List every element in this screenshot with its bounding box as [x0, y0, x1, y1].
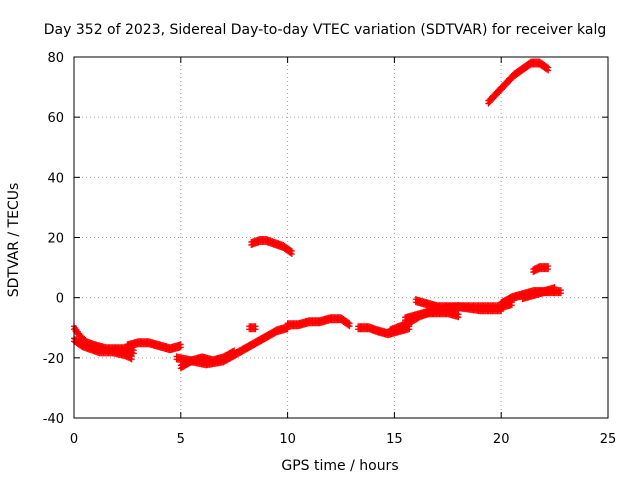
data-point	[288, 251, 295, 258]
x-axis-label: GPS time / hours	[281, 458, 398, 474]
x-tick-label: 0	[70, 432, 78, 447]
y-tick-label: 60	[47, 111, 64, 126]
y-tick-label: -40	[43, 412, 64, 427]
data-point	[406, 326, 413, 333]
chart-title: Day 352 of 2023, Sidereal Day-to-day VTE…	[44, 22, 606, 38]
series-arc-high-1	[248, 236, 295, 258]
series-arc-high-2	[485, 58, 552, 107]
data-point	[508, 302, 515, 309]
data-point	[252, 326, 259, 333]
series-arc-main-12	[519, 287, 565, 303]
x-tick-label: 15	[386, 432, 403, 447]
series-arc-main-9	[402, 308, 462, 324]
series-arc-main-2	[71, 335, 135, 363]
y-tick-label: 40	[47, 171, 64, 186]
data-point	[128, 356, 135, 363]
data-point	[498, 308, 505, 315]
data-point	[545, 67, 552, 74]
series-arc-main-7	[355, 323, 413, 339]
series-arc-short-1	[246, 323, 259, 333]
data-point	[558, 290, 565, 297]
axis-ticks: 0 5 10 15 20 25 -40 -20 0 20 40 60 80	[43, 51, 617, 447]
series-arc-short-2	[530, 263, 552, 276]
y-tick-label: 20	[47, 232, 64, 247]
x-tick-label: 10	[279, 432, 296, 447]
x-tick-label: 5	[177, 432, 185, 447]
data-point	[346, 323, 353, 330]
plot-frame	[73, 56, 609, 419]
data-point	[177, 344, 184, 351]
series-arc-main-5	[173, 323, 291, 369]
y-tick-label: 80	[47, 51, 64, 66]
y-tick-label: -20	[43, 352, 64, 367]
x-tick-label: 25	[600, 432, 617, 447]
series-arc-main-3	[124, 338, 184, 354]
data-point	[130, 350, 137, 357]
x-tick-label: 20	[493, 432, 510, 447]
series-arc-main-6	[284, 314, 353, 330]
series-arc-main-10	[412, 296, 505, 315]
data-point	[455, 314, 462, 321]
y-axis-label: SDTVAR / TECUs	[6, 183, 22, 298]
y-tick-label: 0	[56, 292, 64, 307]
data-points	[71, 58, 565, 372]
data-point	[545, 266, 552, 273]
